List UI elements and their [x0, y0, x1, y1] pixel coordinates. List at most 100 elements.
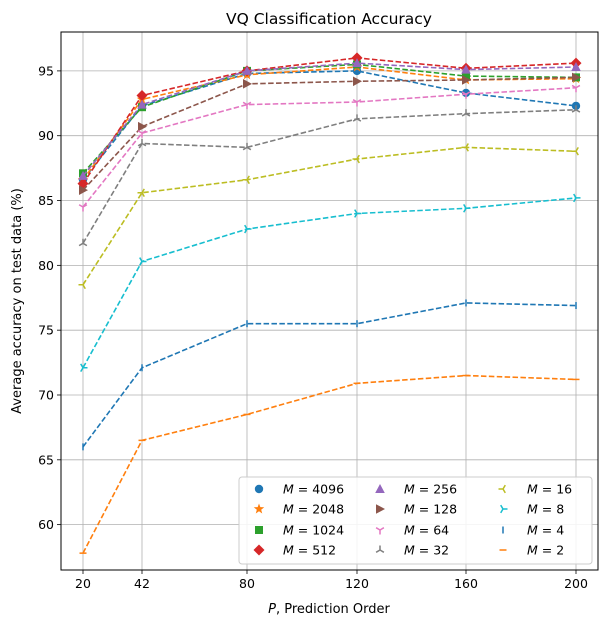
data-point — [137, 188, 145, 198]
series-line — [82, 146, 577, 286]
series-line — [82, 70, 577, 181]
data-point — [463, 204, 471, 213]
data-point — [461, 109, 471, 117]
data-point — [461, 91, 471, 99]
series-line — [82, 86, 577, 208]
data-point — [79, 185, 88, 195]
series-m-256 — [78, 58, 581, 180]
legend-label: M = 256 — [404, 482, 457, 497]
data-point — [78, 204, 88, 212]
data-point — [354, 209, 362, 218]
x-axis-label: P, Prediction Order — [268, 602, 390, 617]
legend-entry: M = 2048 — [253, 502, 344, 517]
legend-marker — [253, 503, 265, 514]
y-tick-label: 60 — [38, 517, 54, 532]
legend-label: M = 2 — [527, 543, 564, 558]
x-tick-label: 200 — [564, 576, 588, 591]
data-point — [461, 143, 469, 152]
data-point — [137, 138, 147, 147]
series-m-512 — [77, 52, 582, 190]
data-point — [462, 72, 470, 81]
legend-marker — [375, 484, 385, 493]
legend-label: M = 16 — [527, 482, 572, 497]
series-line — [82, 108, 577, 244]
data-point — [242, 101, 252, 110]
legend-entry: M = 512 — [253, 543, 336, 558]
legend-marker — [498, 484, 506, 494]
series-m-2 — [79, 374, 580, 554]
legend-box — [238, 476, 593, 565]
chart-title: VQ Classification Accuracy — [226, 10, 432, 28]
x-axis-ticks: 20 42 80 120 160 200 — [75, 570, 588, 591]
legend-entry: M = 64 — [375, 523, 449, 538]
y-axis-ticks: 60 65 70 75 80 85 90 95 — [38, 63, 61, 532]
y-tick-label: 95 — [38, 63, 54, 78]
legend: M = 4096 M = 2048 M = 1024 M = 512 M = 256 M … — [238, 476, 593, 565]
data-point — [352, 99, 362, 107]
plot-frame — [60, 31, 599, 571]
data-point — [352, 154, 360, 164]
series-m-64 — [78, 84, 581, 212]
legend-entry: M = 256 — [375, 482, 457, 497]
data-point — [571, 62, 581, 72]
data-point — [242, 142, 252, 151]
data-point — [572, 72, 581, 83]
legend-marker — [253, 544, 265, 556]
data-point — [137, 130, 147, 138]
series-line — [82, 66, 577, 181]
series-line — [82, 62, 577, 177]
legend-label: M = 512 — [283, 543, 336, 558]
data-point — [573, 193, 581, 203]
data-point — [139, 257, 147, 266]
x-tick-label: 120 — [345, 576, 369, 591]
legend-marker — [254, 484, 264, 494]
data-point — [78, 280, 86, 290]
data-point — [571, 84, 581, 93]
series-m-16 — [78, 143, 579, 290]
legend-entry: M = 8 — [500, 502, 564, 517]
data-point — [243, 79, 252, 89]
series-m-32 — [78, 105, 581, 247]
data-point — [244, 224, 252, 234]
data-point — [571, 105, 581, 113]
data-point — [352, 58, 362, 68]
legend-label: M = 32 — [404, 543, 449, 558]
x-axis-label-var: P — [268, 602, 276, 617]
x-tick-label: 20 — [75, 576, 91, 591]
data-point — [462, 75, 471, 85]
series-m-4096 — [78, 66, 581, 184]
data-point — [353, 76, 362, 87]
legend-label: M = 2048 — [283, 502, 344, 517]
data-point — [351, 52, 363, 64]
data-point — [78, 170, 88, 180]
data-point — [138, 121, 147, 132]
series-line — [82, 57, 577, 185]
data-point — [80, 363, 88, 373]
series-m-128 — [79, 72, 581, 195]
y-tick-label: 85 — [38, 193, 54, 208]
y-tick-label: 80 — [38, 258, 54, 273]
legend-label: M = 8 — [527, 502, 564, 517]
y-tick-label: 90 — [38, 128, 54, 143]
legend-label: M = 4 — [527, 523, 564, 538]
legend-label: M = 128 — [404, 502, 457, 517]
y-axis-label: Average accuracy on test data (%) — [10, 188, 25, 414]
x-tick-label: 80 — [239, 576, 255, 591]
y-tick-label: 70 — [38, 387, 54, 402]
data-point — [571, 146, 579, 156]
data-point — [137, 99, 147, 109]
series-line — [82, 374, 577, 554]
legend-entry: M = 32 — [375, 543, 449, 558]
data-point — [136, 90, 148, 102]
data-point — [242, 175, 250, 185]
data-point — [461, 64, 471, 74]
legend-entry: M = 2 — [499, 543, 564, 558]
y-tick-label: 75 — [38, 323, 54, 338]
legend-entry: M = 128 — [376, 502, 457, 517]
legend-label: M = 64 — [404, 523, 449, 538]
series-line — [82, 197, 577, 369]
data-point — [352, 114, 362, 122]
legend-marker — [375, 527, 385, 535]
series-m-4 — [82, 299, 577, 451]
